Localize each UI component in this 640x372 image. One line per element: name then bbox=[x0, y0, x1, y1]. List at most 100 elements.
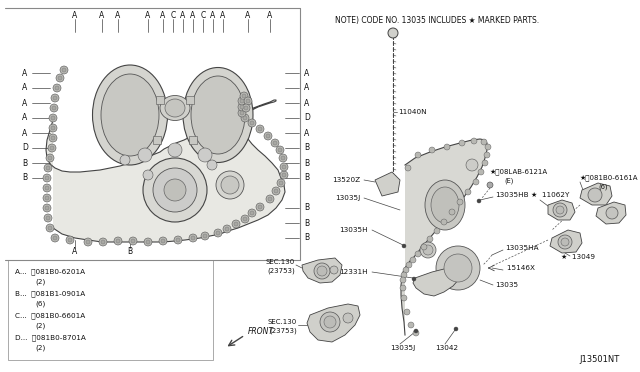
Circle shape bbox=[45, 206, 49, 210]
Circle shape bbox=[441, 219, 447, 225]
Circle shape bbox=[241, 215, 249, 223]
Circle shape bbox=[556, 206, 564, 214]
Circle shape bbox=[203, 234, 207, 238]
Circle shape bbox=[46, 166, 50, 170]
Circle shape bbox=[246, 99, 250, 103]
Text: A: A bbox=[220, 10, 226, 19]
Circle shape bbox=[248, 119, 256, 127]
Circle shape bbox=[240, 105, 244, 109]
Text: B...  Ⓑ081B1-0901A: B... Ⓑ081B1-0901A bbox=[15, 291, 85, 297]
Circle shape bbox=[242, 94, 246, 98]
Text: A: A bbox=[305, 83, 310, 93]
Ellipse shape bbox=[160, 96, 190, 121]
Text: A: A bbox=[180, 10, 186, 19]
Text: C: C bbox=[200, 10, 205, 19]
Circle shape bbox=[66, 236, 74, 244]
FancyBboxPatch shape bbox=[5, 8, 300, 298]
Circle shape bbox=[402, 244, 406, 248]
Circle shape bbox=[49, 124, 57, 132]
Circle shape bbox=[53, 96, 57, 100]
Circle shape bbox=[240, 99, 244, 103]
Circle shape bbox=[143, 158, 207, 222]
Text: (E): (E) bbox=[504, 178, 513, 184]
Circle shape bbox=[444, 144, 450, 150]
Circle shape bbox=[388, 28, 398, 38]
Text: B: B bbox=[305, 144, 310, 153]
Text: C...  Ⓑ081B0-6601A: C... Ⓑ081B0-6601A bbox=[15, 313, 85, 319]
Circle shape bbox=[238, 97, 246, 105]
Text: B: B bbox=[305, 234, 310, 243]
Text: A: A bbox=[72, 10, 77, 19]
Circle shape bbox=[436, 246, 480, 290]
Text: D...  Ⓑ081B0-8701A: D... Ⓑ081B0-8701A bbox=[15, 335, 86, 341]
Polygon shape bbox=[307, 304, 360, 342]
Text: 13042: 13042 bbox=[435, 345, 458, 351]
Circle shape bbox=[114, 237, 122, 245]
Circle shape bbox=[51, 94, 59, 102]
Circle shape bbox=[278, 148, 282, 152]
Polygon shape bbox=[548, 200, 575, 220]
Circle shape bbox=[324, 316, 336, 328]
Ellipse shape bbox=[431, 187, 459, 223]
Circle shape bbox=[466, 159, 478, 171]
Circle shape bbox=[53, 236, 57, 240]
Circle shape bbox=[403, 267, 409, 273]
Circle shape bbox=[51, 234, 59, 242]
Circle shape bbox=[276, 146, 284, 154]
Polygon shape bbox=[550, 230, 582, 253]
Circle shape bbox=[53, 84, 61, 92]
Circle shape bbox=[256, 203, 264, 211]
Circle shape bbox=[471, 138, 477, 144]
Polygon shape bbox=[375, 172, 400, 196]
Text: A: A bbox=[72, 247, 77, 257]
Circle shape bbox=[449, 209, 455, 215]
Text: A...  Ⓑ081B0-6201A: A... Ⓑ081B0-6201A bbox=[15, 269, 85, 275]
Circle shape bbox=[404, 309, 410, 315]
Text: 13035: 13035 bbox=[495, 282, 518, 288]
Circle shape bbox=[189, 234, 197, 242]
Text: 15146X: 15146X bbox=[505, 265, 535, 271]
Text: J13501NT: J13501NT bbox=[580, 356, 620, 365]
Circle shape bbox=[444, 254, 472, 282]
Text: 13035HA: 13035HA bbox=[505, 245, 539, 251]
Text: D: D bbox=[22, 144, 28, 153]
Circle shape bbox=[264, 132, 272, 140]
Circle shape bbox=[320, 312, 340, 332]
Text: A: A bbox=[22, 83, 28, 93]
Circle shape bbox=[429, 147, 435, 153]
Circle shape bbox=[49, 134, 57, 142]
Circle shape bbox=[244, 97, 252, 105]
Text: A: A bbox=[190, 10, 196, 19]
Text: FRONT: FRONT bbox=[248, 327, 274, 337]
Circle shape bbox=[51, 116, 55, 120]
Circle shape bbox=[43, 194, 51, 202]
Ellipse shape bbox=[165, 99, 185, 117]
Circle shape bbox=[45, 186, 49, 190]
Bar bbox=[189, 136, 197, 144]
Circle shape bbox=[232, 220, 240, 228]
Circle shape bbox=[62, 68, 66, 72]
Circle shape bbox=[43, 184, 51, 192]
Text: D: D bbox=[304, 113, 310, 122]
Text: 11040N: 11040N bbox=[398, 109, 427, 115]
Text: A: A bbox=[22, 68, 28, 77]
Circle shape bbox=[268, 197, 272, 201]
Text: (23753): (23753) bbox=[268, 268, 295, 274]
Circle shape bbox=[281, 156, 285, 160]
Circle shape bbox=[153, 168, 197, 212]
Circle shape bbox=[45, 196, 49, 200]
Circle shape bbox=[99, 238, 107, 246]
Circle shape bbox=[477, 199, 481, 203]
Text: 11062Y: 11062Y bbox=[540, 192, 570, 198]
Circle shape bbox=[46, 216, 50, 220]
Circle shape bbox=[243, 217, 247, 221]
Circle shape bbox=[314, 263, 330, 279]
Circle shape bbox=[282, 173, 286, 177]
Circle shape bbox=[46, 154, 54, 162]
Circle shape bbox=[168, 143, 182, 157]
Circle shape bbox=[420, 242, 436, 258]
Text: B: B bbox=[305, 218, 310, 228]
Circle shape bbox=[244, 106, 248, 110]
Polygon shape bbox=[401, 139, 487, 335]
Circle shape bbox=[400, 285, 406, 291]
